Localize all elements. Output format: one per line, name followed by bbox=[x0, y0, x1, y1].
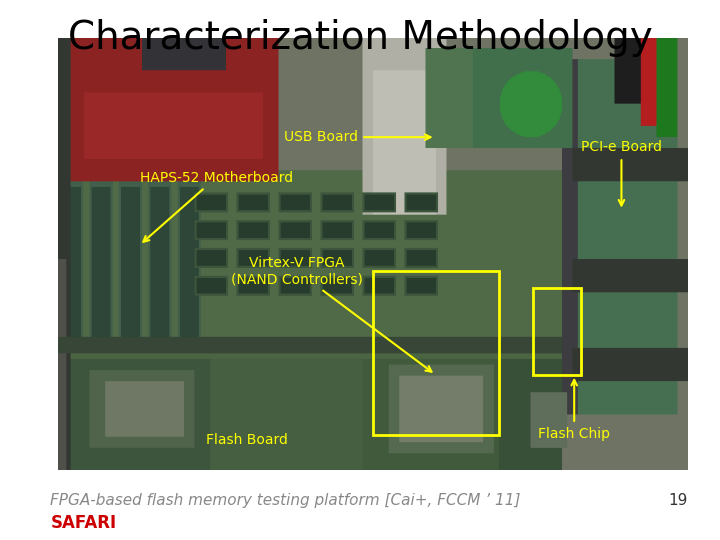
Text: FPGA-based flash memory testing platform [Cai+, FCCM ’ 11]: FPGA-based flash memory testing platform… bbox=[50, 492, 521, 508]
Text: USB Board: USB Board bbox=[284, 130, 431, 144]
Text: HAPS-52 Motherboard: HAPS-52 Motherboard bbox=[140, 171, 292, 242]
Text: Flash Board: Flash Board bbox=[206, 433, 287, 447]
Text: SAFARI: SAFARI bbox=[50, 514, 117, 532]
Text: 19: 19 bbox=[668, 492, 688, 508]
Text: Characterization Methodology: Characterization Methodology bbox=[68, 19, 652, 57]
Text: PCI-e Board: PCI-e Board bbox=[581, 140, 662, 206]
Bar bbox=[534, 288, 580, 375]
Text: Virtex-V FPGA
(NAND Controllers): Virtex-V FPGA (NAND Controllers) bbox=[231, 256, 431, 372]
Bar bbox=[373, 271, 498, 435]
Text: Flash Chip: Flash Chip bbox=[539, 380, 611, 441]
